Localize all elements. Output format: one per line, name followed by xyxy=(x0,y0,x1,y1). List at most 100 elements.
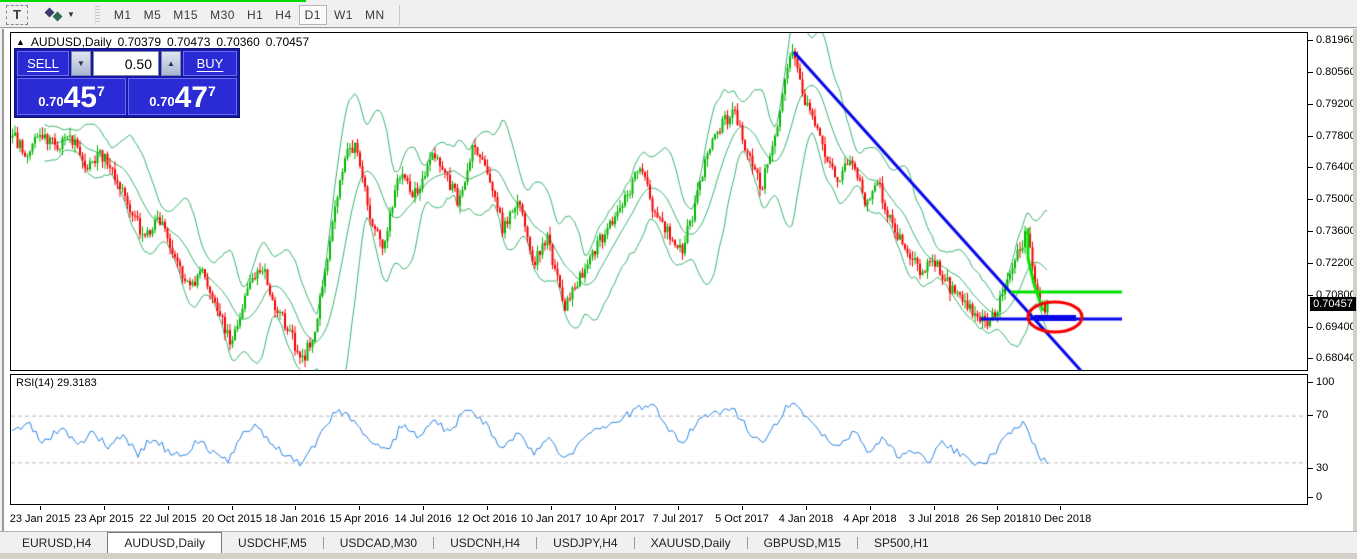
date-tick xyxy=(104,506,105,510)
sell-price-big: 45 xyxy=(63,81,97,114)
price-label: 0.80560 xyxy=(1316,66,1356,78)
date-tick xyxy=(423,506,424,510)
price-label: 0.69400 xyxy=(1316,321,1356,333)
tab-separator xyxy=(433,536,435,549)
rsi-scale-tick xyxy=(1308,415,1313,416)
tab-audusd-daily[interactable]: AUDUSD,Daily xyxy=(107,532,223,553)
price-tick xyxy=(1308,327,1313,328)
price-tick xyxy=(1308,167,1313,168)
sell-price-prefix: 0.70 xyxy=(38,94,64,109)
ohlc-open: 0.70379 xyxy=(117,35,161,49)
tab-eurusd-h4[interactable]: EURUSD,H4 xyxy=(22,535,92,550)
timeframe-button-mn[interactable]: MN xyxy=(364,7,385,22)
date-label: 10 Apr 2017 xyxy=(585,513,645,525)
window-top-edge-artifact xyxy=(0,0,306,2)
date-label: 23 Apr 2015 xyxy=(74,513,134,525)
timeframe-button-m5[interactable]: M5 xyxy=(143,7,162,22)
buy-price-button[interactable]: 0.70 47 7 xyxy=(128,78,237,115)
sell-price-button[interactable]: 0.70 45 7 xyxy=(17,78,126,115)
ohlc-low: 0.70360 xyxy=(216,35,260,49)
collapse-panel-icon[interactable]: ▲ xyxy=(16,37,25,47)
toolbar: T ▼ M1 M5 M15 M30 H1 H4 D1 W1 MN xyxy=(0,2,1357,28)
rsi-scale-label: 100 xyxy=(1316,376,1335,388)
date-tick xyxy=(359,506,360,510)
tab-usdjpy-h4[interactable]: USDJPY,H4 xyxy=(553,535,618,550)
buy-button[interactable]: BUY xyxy=(183,51,237,76)
date-tick xyxy=(295,506,296,510)
timeframe-button-m1[interactable]: M1 xyxy=(113,7,132,22)
tab-gbpusd-m15[interactable]: GBPUSD,M15 xyxy=(763,535,841,550)
symbol-period-label: AUDUSD,Daily xyxy=(30,35,112,49)
rsi-scale-label: 70 xyxy=(1316,409,1329,421)
date-tick xyxy=(997,506,998,510)
date-tick xyxy=(232,506,233,510)
time-scale[interactable]: 23 Jan 2015 23 Apr 2015 22 Jul 2015 20 Oct … xyxy=(10,506,1357,530)
date-label: 23 Jan 2015 xyxy=(9,513,71,525)
styles-icon-2 xyxy=(52,11,63,22)
volume-decrease-button[interactable]: ▼ xyxy=(71,51,91,76)
price-tick xyxy=(1308,104,1313,105)
buy-price-pip: 7 xyxy=(207,83,216,99)
date-tick xyxy=(1060,506,1061,510)
date-label: 20 Oct 2015 xyxy=(202,513,262,525)
price-tick xyxy=(1308,358,1313,359)
price-label: 0.76400 xyxy=(1316,161,1356,173)
tab-usdchf-m5[interactable]: USDCHF,M5 xyxy=(238,535,307,550)
toolbar-grip[interactable] xyxy=(94,5,100,24)
date-tick xyxy=(168,506,169,510)
tab-separator xyxy=(746,536,748,549)
price-label: 0.77800 xyxy=(1316,130,1356,142)
sell-button[interactable]: SELL xyxy=(17,51,69,76)
date-label: 26 Sep 2018 xyxy=(965,513,1029,525)
one-click-trading-panel: SELL ▼ 0.50 ▲ BUY 0.70 45 7 0.70 47 7 xyxy=(14,48,240,118)
rsi-value-label: RSI(14) 29.3183 xyxy=(16,377,97,389)
price-label: 0.81960 xyxy=(1316,34,1356,46)
tab-xauusd-daily[interactable]: XAUUSD,Daily xyxy=(650,535,731,550)
date-tick xyxy=(742,506,743,510)
timeframe-button-h4[interactable]: H4 xyxy=(275,7,292,22)
tab-usdcnh-h4[interactable]: USDCNH,H4 xyxy=(450,535,521,550)
volume-input[interactable]: 0.50 xyxy=(93,51,159,76)
price-tick xyxy=(1308,199,1313,200)
tab-usdcad-m30[interactable]: USDCAD,M30 xyxy=(339,535,418,550)
timeframe-button-w1[interactable]: W1 xyxy=(333,7,353,22)
window-right-edge xyxy=(1353,29,1357,553)
date-tick xyxy=(934,506,935,510)
date-label: 22 Jul 2015 xyxy=(139,513,197,525)
rsi-scale-tick xyxy=(1308,382,1313,383)
date-label: 15 Apr 2016 xyxy=(329,513,389,525)
ohlc-high: 0.70473 xyxy=(167,35,211,49)
timeframe-button-d1[interactable]: D1 xyxy=(298,4,327,25)
date-tick xyxy=(678,506,679,510)
text-tool-button[interactable]: T xyxy=(6,4,28,25)
chart-tab-bar: EURUSD,H4 AUDUSD,Daily USDCHF,M5 USDCAD,M30… xyxy=(0,531,1357,553)
tab-separator xyxy=(856,536,858,549)
date-label: 4 Apr 2018 xyxy=(843,513,897,525)
volume-increase-button[interactable]: ▲ xyxy=(161,51,181,76)
price-tick xyxy=(1308,231,1313,232)
tab-separator xyxy=(322,536,324,549)
timeframe-button-m15[interactable]: M15 xyxy=(173,7,199,22)
timeframe-button-h1[interactable]: H1 xyxy=(246,7,264,22)
price-scale[interactable]: 0.70457 0.81960 0.80560 0.79200 0.77800 0.76… xyxy=(1308,32,1357,505)
rsi-scale-label: 30 xyxy=(1316,462,1329,474)
price-label: 0.73600 xyxy=(1316,225,1356,237)
ohlc-close: 0.70457 xyxy=(265,35,310,49)
rsi-scale-label: 0 xyxy=(1316,491,1323,503)
timeframe-button-m30[interactable]: M30 xyxy=(210,7,235,22)
styles-dropdown-button[interactable]: ▼ xyxy=(41,5,80,25)
date-tick xyxy=(551,506,552,510)
price-tick xyxy=(1308,263,1313,264)
tab-sp500-h1[interactable]: SP500,H1 xyxy=(873,535,929,550)
date-label: 7 Jul 2017 xyxy=(652,513,704,525)
chart-window: ▲ AUDUSD,Daily 0.70379 0.70473 0.70360 0… xyxy=(2,29,1357,553)
rsi-scale-tick xyxy=(1308,468,1313,469)
buy-price-prefix: 0.70 xyxy=(149,94,175,109)
buy-price-big: 47 xyxy=(174,81,208,114)
date-label: 18 Jan 2016 xyxy=(264,513,326,525)
date-tick xyxy=(487,506,488,510)
toolbar-separator xyxy=(398,4,400,25)
price-label: 0.79200 xyxy=(1316,98,1356,110)
price-label: 0.75000 xyxy=(1316,193,1356,205)
